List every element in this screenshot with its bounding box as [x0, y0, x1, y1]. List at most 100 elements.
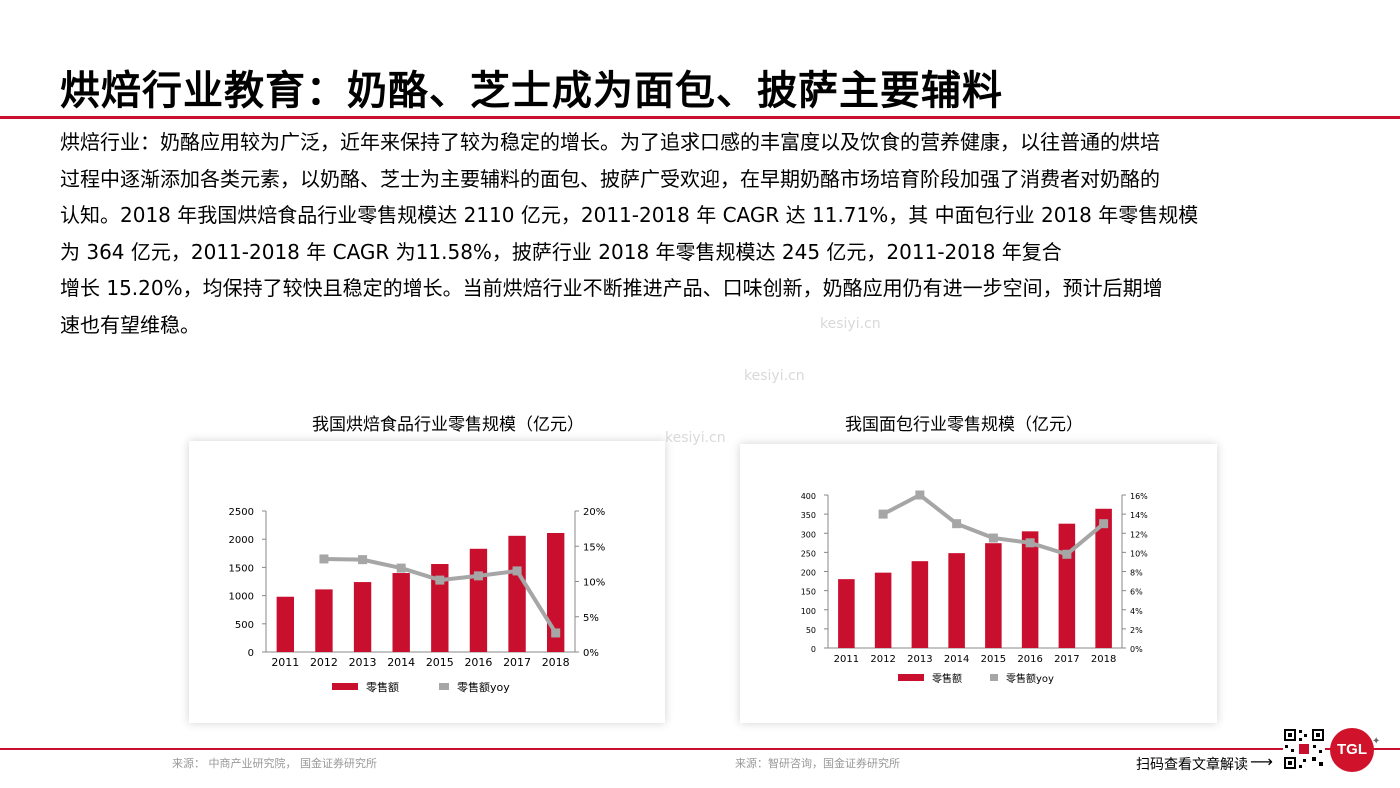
- x-tick-label: 2012: [870, 654, 895, 665]
- yoy-point: [396, 563, 406, 573]
- yoy-point: [915, 490, 925, 500]
- yoy-point: [878, 509, 888, 519]
- y2-tick-label: 2%: [1130, 626, 1143, 635]
- x-tick-label: 2018: [1091, 654, 1116, 665]
- bar: [948, 553, 965, 648]
- y2-tick-label: 12%: [1130, 530, 1148, 539]
- legend-label: 零售额yoy: [457, 680, 510, 694]
- x-tick-label: 2012: [310, 656, 338, 669]
- y-tick-label: 300: [801, 530, 816, 539]
- y2-tick-label: 0%: [583, 648, 599, 659]
- legend-swatch-line: [990, 674, 998, 681]
- yoy-point: [512, 566, 522, 576]
- x-tick-label: 2014: [944, 654, 969, 665]
- yoy-point: [952, 519, 962, 529]
- x-tick-label: 2016: [464, 656, 492, 669]
- bar: [353, 582, 372, 652]
- y2-tick-label: 20%: [583, 507, 605, 518]
- bar: [469, 548, 488, 652]
- bar: [874, 572, 892, 648]
- legend-label: 零售额: [366, 680, 399, 694]
- y2-tick-label: 10%: [1130, 549, 1148, 558]
- yoy-point: [988, 533, 998, 543]
- yoy-point: [1099, 519, 1109, 529]
- y2-tick-label: 15%: [583, 542, 605, 553]
- y2-tick-label: 5%: [583, 613, 599, 624]
- chart1-panel: 2500 2000 1500 1000 500 0 20% 15% 10% 5% 0% 2011 201…: [189, 441, 665, 723]
- y-tick-label: 100: [801, 607, 816, 616]
- chart1-title: 我国烘焙食品行业零售规模（亿元）: [312, 415, 584, 435]
- bar: [985, 543, 1002, 648]
- y2-tick-label: 6%: [1130, 588, 1143, 597]
- bar: [315, 589, 333, 652]
- y-tick-label: 200: [801, 569, 816, 578]
- bar: [392, 573, 410, 652]
- x-tick-label: 2013: [349, 656, 377, 669]
- x-tick-label: 2015: [981, 654, 1006, 665]
- y-tick-label: 150: [801, 588, 816, 597]
- body-line: 增长 15.20%，均保持了较快且稳定的增长。当前烘焙行业不断推进产品、口味创新…: [60, 276, 1163, 300]
- body-line: 速也有望维稳。: [60, 312, 200, 337]
- x-tick-label: 2017: [1054, 654, 1079, 665]
- y-tick-label: 350: [801, 511, 816, 520]
- y2-tick-label: 4%: [1130, 607, 1143, 616]
- bar: [431, 564, 449, 652]
- x-tick-label: 2011: [834, 654, 859, 665]
- x-tick-label: 2014: [387, 656, 415, 669]
- y-tick-label: 1000: [229, 592, 254, 603]
- y-tick-label: 50: [806, 626, 816, 635]
- yoy-point: [1025, 538, 1035, 548]
- y2-tick-label: 0%: [1130, 645, 1143, 654]
- y2-tick-label: 14%: [1130, 511, 1148, 520]
- chart2-panel: 400 350 300 250 200 150 100 50 0 16% 14% 12% 10% 8% 6%…: [740, 444, 1217, 723]
- yoy-point: [319, 554, 329, 564]
- bar: [276, 596, 295, 652]
- body-line: 认知。2018 年我国烘焙食品行业零售规模达 2110 亿元，2011-2018…: [60, 203, 1199, 227]
- chart1-svg: 2500 2000 1500 1000 500 0 20% 15% 10% 5% 0% 2011 201…: [229, 507, 606, 694]
- bar: [1058, 523, 1076, 648]
- legend-label: 零售额yoy: [1006, 672, 1054, 685]
- x-tick-label: 2011: [271, 656, 299, 669]
- x-tick-label: 2015: [426, 656, 454, 669]
- page-title: 烘焙行业教育：奶酪、芝士成为面包、披萨主要辅料: [60, 68, 1003, 114]
- bar: [911, 561, 929, 648]
- source-note-chart2: 来源：智研咨询，国金证券研究所: [735, 757, 900, 770]
- body-line: 为 364 亿元，2011-2018 年 CAGR 为11.58%，披萨行业 2…: [60, 239, 1062, 264]
- x-tick-label: 2013: [907, 654, 932, 665]
- yoy-point: [358, 555, 368, 565]
- chart2-title: 我国面包行业零售规模（亿元）: [845, 415, 1083, 435]
- y-tick-label: 1500: [229, 563, 254, 574]
- arrow-right-icon: ⟶: [1250, 752, 1273, 771]
- y-tick-label: 500: [235, 620, 254, 631]
- y-tick-label: 0: [811, 645, 816, 654]
- y-tick-label: 250: [801, 549, 816, 558]
- title-divider: [0, 116, 1400, 119]
- x-tick-label: 2016: [1017, 654, 1042, 665]
- y-tick-label: 2000: [229, 535, 254, 546]
- bar: [1095, 508, 1112, 648]
- legend-swatch-line: [439, 683, 449, 690]
- x-tick-label: 2017: [503, 656, 531, 669]
- source-note-chart1: 来源： 中商产业研究院， 国金证券研究所: [172, 757, 377, 770]
- qr-code-icon[interactable]: [1283, 728, 1325, 770]
- yoy-point: [551, 628, 561, 638]
- yoy-point: [473, 571, 483, 581]
- legend-swatch-bar: [332, 683, 358, 690]
- watermark-text: kesiyi.cn: [744, 368, 805, 384]
- chart2-svg: 400 350 300 250 200 150 100 50 0 16% 14% 12% 10% 8% 6%…: [801, 490, 1148, 685]
- body-paragraph: 烘焙行业：奶酪应用较为广泛，近年来保持了较为稳定的增长。为了追求口感的丰富度以及…: [60, 124, 1360, 343]
- x-tick-label: 2018: [542, 656, 570, 669]
- legend-swatch-bar: [898, 674, 924, 681]
- footer-divider: [0, 748, 1400, 750]
- y2-tick-label: 8%: [1130, 569, 1143, 578]
- y-tick-label: 0: [248, 648, 254, 659]
- bar: [838, 579, 855, 648]
- legend-label: 零售额: [932, 672, 962, 685]
- y2-tick-label: 16%: [1130, 492, 1148, 501]
- logo-decoration-icon: ✦: [1372, 736, 1381, 747]
- watermark-text: kesiyi.cn: [665, 430, 726, 446]
- bar: [1021, 531, 1039, 648]
- y2-tick-label: 10%: [583, 578, 605, 589]
- scan-label: 扫码查看文章解读: [1136, 757, 1248, 773]
- y-tick-label: 2500: [229, 507, 254, 518]
